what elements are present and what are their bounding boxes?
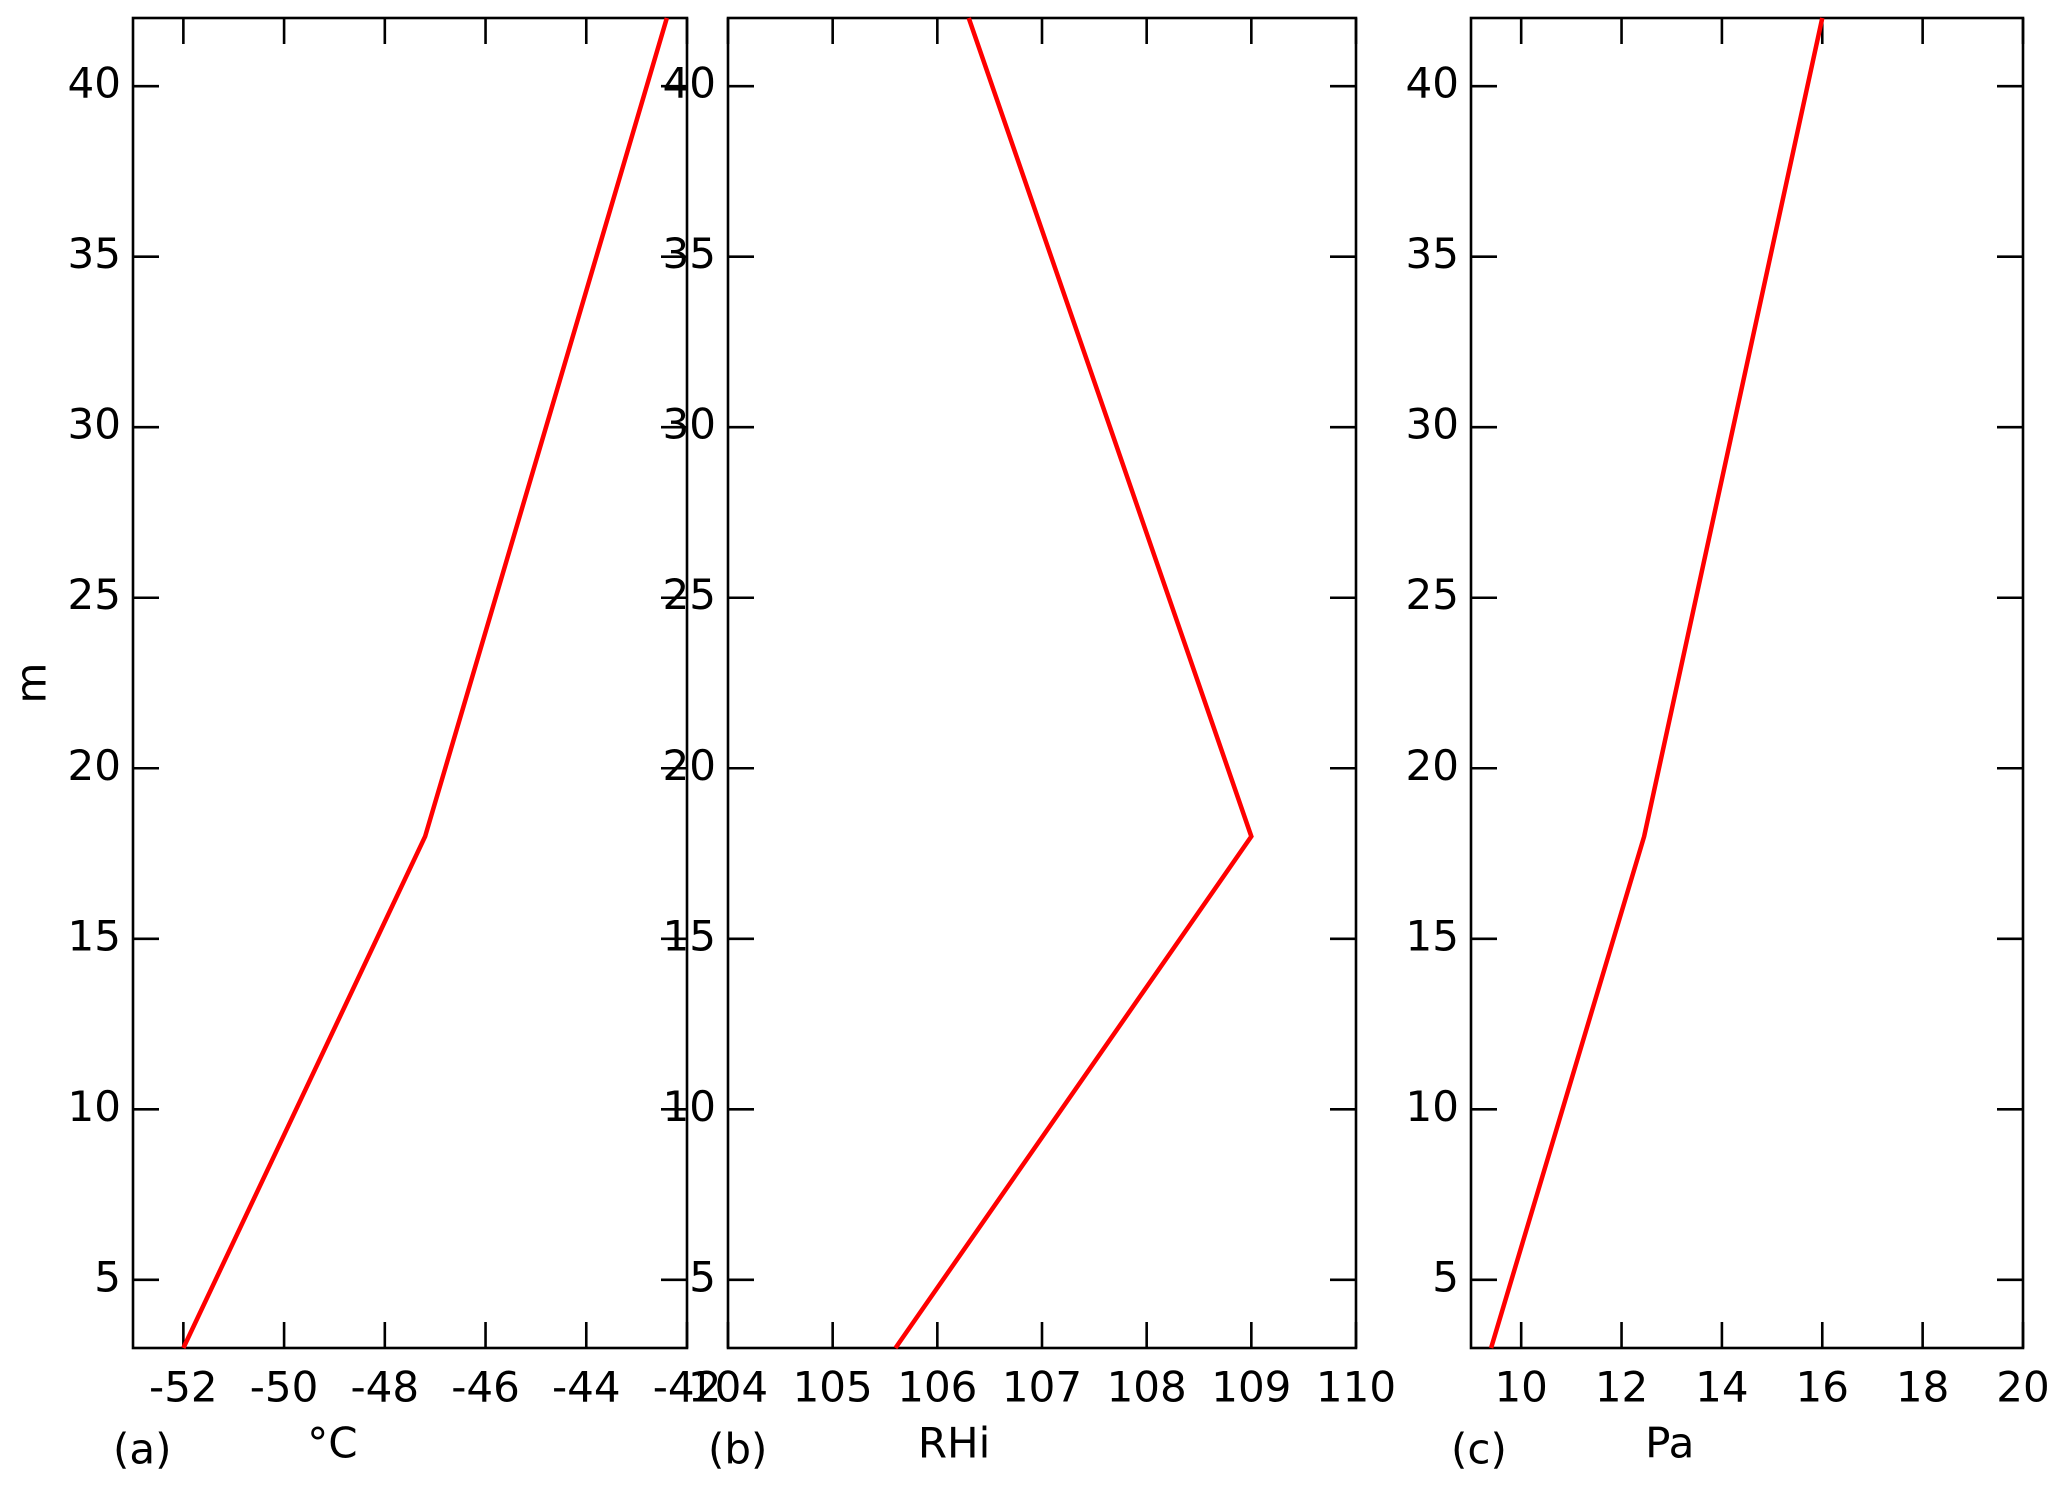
y-tick-label: 5 — [689, 1252, 716, 1301]
y-tick-label: 40 — [1406, 59, 1459, 108]
profile-line — [1488, 17, 1825, 1349]
y-tick-label: 15 — [663, 911, 716, 960]
y-tick-label: 5 — [1432, 1252, 1459, 1301]
y-tick-label: 30 — [1406, 400, 1459, 449]
x-tick-label: 10 — [1494, 1363, 1547, 1412]
y-tick-label: 30 — [68, 400, 121, 449]
panel-label: (b) — [708, 1425, 767, 1474]
x-tick-label: 20 — [1996, 1363, 2049, 1412]
y-tick-label: 25 — [68, 570, 121, 619]
y-tick-label: 30 — [663, 400, 716, 449]
plot-frame — [131, 16, 689, 1350]
x-tick-label: 107 — [1002, 1363, 1082, 1412]
y-tick-label: 10 — [663, 1082, 716, 1131]
x-tick-label: -42 — [653, 1363, 722, 1412]
y-tick-label: 15 — [1406, 911, 1459, 960]
x-tick-label: -48 — [351, 1363, 420, 1412]
x-tick-label: 105 — [793, 1363, 873, 1412]
panel-label: (a) — [113, 1425, 172, 1474]
y-tick-label: 10 — [1406, 1082, 1459, 1131]
x-tick-label: -46 — [451, 1363, 520, 1412]
y-tick-label: 35 — [1406, 229, 1459, 278]
x-axis-title: RHi — [918, 1419, 990, 1468]
profile-line — [181, 17, 670, 1349]
x-axis-title: Pa — [1645, 1419, 1694, 1468]
x-tick-label: 106 — [897, 1363, 977, 1412]
x-tick-label: -50 — [250, 1363, 319, 1412]
x-tick-label: 108 — [1107, 1363, 1187, 1412]
y-tick-label: 10 — [68, 1082, 121, 1131]
profile-line — [893, 17, 1254, 1350]
x-tick-label: -44 — [552, 1363, 621, 1412]
x-tick-label: 12 — [1595, 1363, 1648, 1412]
y-tick-label: 40 — [68, 59, 121, 108]
x-tick-label: -52 — [149, 1363, 218, 1412]
plot-frame — [1469, 16, 2025, 1350]
panel-label: (c) — [1451, 1425, 1507, 1474]
y-tick-label: 20 — [663, 741, 716, 790]
y-tick-label: 35 — [663, 229, 716, 278]
y-tick-label: 5 — [94, 1252, 121, 1301]
y-tick-label: 20 — [68, 741, 121, 790]
y-tick-label: 35 — [68, 229, 121, 278]
x-tick-label: 16 — [1796, 1363, 1849, 1412]
y-tick-label: 25 — [1406, 570, 1459, 619]
x-axis-title: °C — [307, 1419, 357, 1468]
x-tick-label: 18 — [1896, 1363, 1949, 1412]
x-tick-label: 14 — [1695, 1363, 1748, 1412]
plot-frame — [726, 16, 1358, 1350]
x-tick-label: 110 — [1316, 1363, 1396, 1412]
y-tick-label: 25 — [663, 570, 716, 619]
y-tick-label: 15 — [68, 911, 121, 960]
x-tick-label: 104 — [688, 1363, 768, 1412]
x-tick-label: 109 — [1211, 1363, 1291, 1412]
y-tick-label: 40 — [663, 59, 716, 108]
y-axis-title: m — [7, 663, 56, 704]
y-tick-label: 20 — [1406, 741, 1459, 790]
